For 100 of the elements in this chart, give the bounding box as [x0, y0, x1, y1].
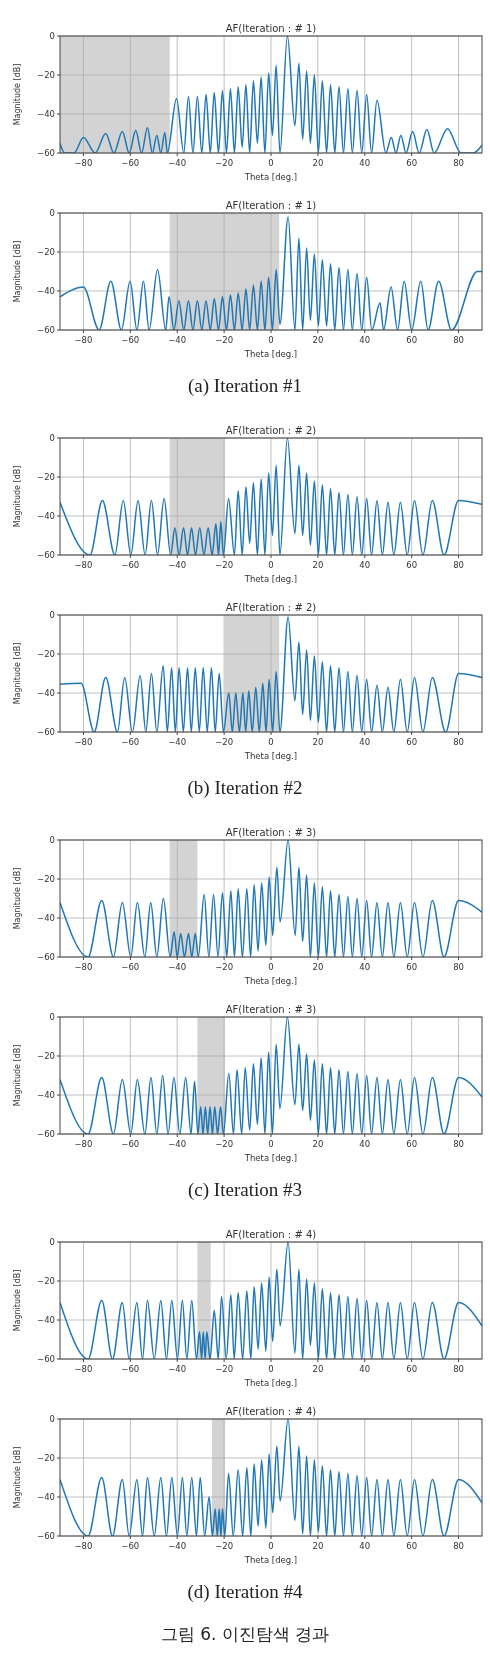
x-tick-label: −40: [168, 962, 187, 972]
x-tick-label: 20: [312, 1364, 324, 1374]
chart-title: AF(Iteration : # 3): [225, 827, 317, 838]
caption: 그림 6. 이진탐색 경과: [160, 1624, 330, 1644]
line-series: [60, 216, 482, 330]
y-tick-label: −40: [37, 912, 55, 923]
y-tick-label: 0: [49, 30, 55, 41]
y-tick-label: −40: [37, 285, 55, 296]
x-tick-label: −20: [215, 1364, 234, 1374]
x-tick-label: 0: [268, 1364, 274, 1374]
y-tick-label: −20: [37, 246, 55, 257]
y-tick-label: 0: [49, 1011, 55, 1022]
x-tick-label: −80: [74, 1139, 93, 1149]
x-tick-label: −80: [74, 560, 93, 570]
y-tick-label: −20: [37, 1275, 55, 1286]
x-axis-title: Theta [deg.]: [243, 1555, 298, 1565]
line-series: [60, 1419, 482, 1536]
x-tick-label: −20: [215, 560, 234, 570]
chart-title: AF(Iteration : # 4): [225, 1229, 317, 1240]
x-tick-label: −40: [168, 1139, 187, 1149]
x-tick-label: −60: [121, 335, 140, 345]
x-axis-title: Theta [deg.]: [243, 751, 298, 761]
x-tick-label: 20: [312, 1139, 324, 1149]
x-tick-label: 80: [453, 1364, 464, 1374]
x-axis-title: Theta [deg.]: [243, 1153, 298, 1163]
y-axis-title: Magnitude [dB]: [13, 63, 22, 126]
x-tick-label: −40: [168, 158, 187, 168]
x-tick-label: 80: [453, 737, 464, 747]
y-tick-label: −60: [37, 1353, 55, 1364]
x-tick-label: −80: [74, 1364, 93, 1374]
x-tick-label: 40: [359, 1364, 371, 1374]
x-tick-label: −80: [74, 158, 93, 168]
line-series: [60, 1017, 482, 1134]
x-tick-label: 20: [312, 737, 324, 747]
x-tick-label: −40: [168, 737, 187, 747]
chart-title: AF(Iteration : # 3): [225, 1004, 317, 1015]
x-axis-title: Theta [deg.]: [243, 172, 298, 182]
x-tick-label: −40: [168, 1364, 187, 1374]
x-tick-label: −60: [121, 1541, 140, 1551]
text: (d) Iteration #4: [187, 1581, 303, 1603]
x-tick-label: −40: [168, 335, 187, 345]
y-axis-title: Magnitude [dB]: [13, 465, 22, 528]
x-tick-label: 80: [453, 560, 464, 570]
x-tick-label: 60: [406, 560, 418, 570]
chart-title: AF(Iteration : # 4): [225, 1406, 317, 1417]
x-tick-label: 20: [312, 158, 324, 168]
y-axis-title: Magnitude [dB]: [13, 1269, 22, 1332]
y-tick-label: −40: [37, 687, 55, 698]
text: (a) Iteration #1: [188, 375, 302, 397]
x-tick-label: 80: [453, 962, 464, 972]
x-tick-label: 40: [359, 737, 371, 747]
x-tick-label: −40: [168, 1541, 187, 1551]
x-axis-title: Theta [deg.]: [243, 1378, 298, 1388]
y-tick-label: −20: [37, 873, 55, 884]
y-tick-label: −40: [37, 1314, 55, 1325]
x-tick-label: 0: [268, 1139, 274, 1149]
x-tick-label: 80: [453, 1541, 464, 1551]
x-tick-label: −20: [215, 1541, 234, 1551]
x-tick-label: 80: [453, 335, 464, 345]
x-tick-label: −20: [215, 335, 234, 345]
chart-title: AF(Iteration : # 2): [225, 425, 317, 436]
y-tick-label: 0: [49, 1413, 55, 1424]
x-tick-label: −40: [168, 560, 187, 570]
y-tick-label: −60: [37, 726, 55, 737]
x-tick-label: −60: [121, 737, 140, 747]
x-tick-label: −20: [215, 737, 234, 747]
text: (b) Iteration #2: [187, 777, 303, 799]
x-tick-label: 0: [268, 962, 274, 972]
y-tick-label: −60: [37, 549, 55, 560]
x-tick-label: 60: [406, 158, 418, 168]
x-tick-label: 0: [268, 158, 274, 168]
x-tick-label: 40: [359, 560, 371, 570]
y-tick-label: 0: [49, 207, 55, 218]
x-tick-label: 80: [453, 1139, 464, 1149]
chart-title: AF(Iteration : # 1): [225, 23, 317, 34]
text: (c) Iteration #3: [188, 1179, 302, 1201]
y-tick-label: −20: [37, 648, 55, 659]
y-tick-label: −60: [37, 951, 55, 962]
y-axis-title: Magnitude [dB]: [13, 642, 22, 705]
line-series: [60, 840, 482, 957]
x-axis-title: Theta [deg.]: [243, 574, 298, 584]
x-tick-label: 60: [406, 962, 418, 972]
y-tick-label: −20: [37, 471, 55, 482]
x-tick-label: 0: [268, 335, 274, 345]
y-tick-label: −60: [37, 324, 55, 335]
y-tick-label: −20: [37, 1050, 55, 1061]
x-tick-label: −20: [215, 962, 234, 972]
y-axis-title: Magnitude [dB]: [13, 1446, 22, 1509]
y-tick-label: 0: [49, 1236, 55, 1247]
x-tick-label: 40: [359, 962, 371, 972]
x-tick-label: −60: [121, 962, 140, 972]
x-axis-title: Theta [deg.]: [243, 976, 298, 986]
y-tick-label: −60: [37, 147, 55, 158]
y-tick-label: 0: [49, 609, 55, 620]
chart-title: AF(Iteration : # 2): [225, 602, 317, 613]
y-axis-title: Magnitude [dB]: [13, 240, 22, 303]
x-tick-label: −20: [215, 1139, 234, 1149]
y-tick-label: 0: [49, 432, 55, 443]
line-series: [60, 1242, 482, 1359]
x-tick-label: 60: [406, 1541, 418, 1551]
